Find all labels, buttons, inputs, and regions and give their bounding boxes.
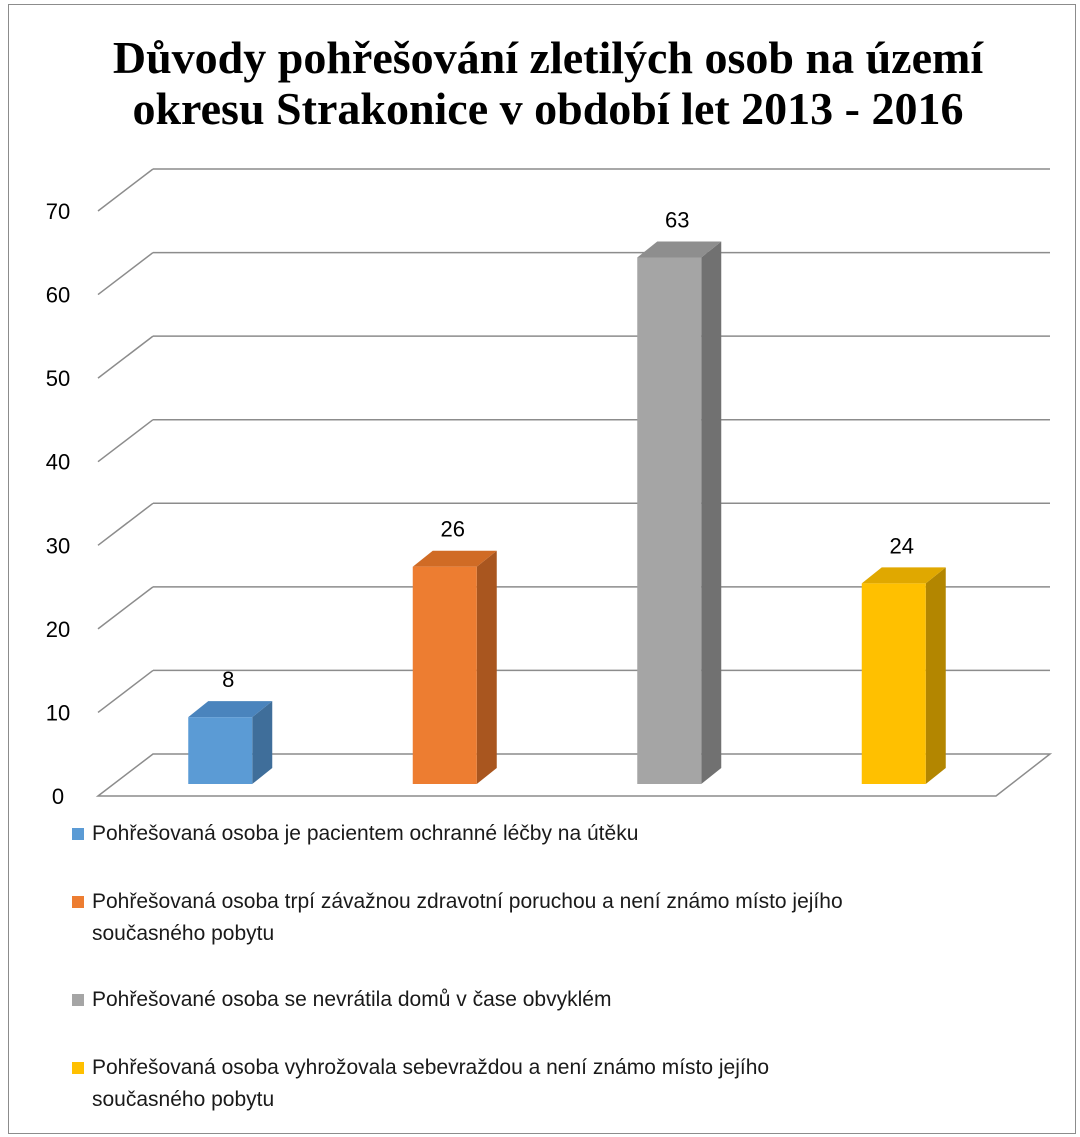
legend-item-3: Pohřešované osoba se nevrátila domů v ča… <box>72 984 892 1016</box>
chart-title-line-2: okresu Strakonice v období let 2013 - 20… <box>132 83 963 134</box>
gridline-diagonal <box>97 168 154 212</box>
legend-label-1: Pohřešovaná osoba je pacientem ochranné … <box>92 818 892 850</box>
legend-item-4: Pohřešovaná osoba vyhrožovala sebevraždo… <box>72 1052 892 1116</box>
bar-top <box>412 550 497 567</box>
bar-front <box>188 717 253 784</box>
data-label: 24 <box>890 533 914 558</box>
data-label: 26 <box>441 517 465 542</box>
gridline-diagonal <box>97 669 154 714</box>
y-tick-label: 20 <box>46 617 70 642</box>
chart-floor <box>95 753 1053 797</box>
data-label: 63 <box>665 208 689 233</box>
bar-side <box>476 550 497 784</box>
bar-top <box>637 241 722 258</box>
y-tick-label: 60 <box>46 283 70 308</box>
legend-item-2: Pohřešovaná osoba trpí závažnou zdravotn… <box>72 886 892 950</box>
legend-label-2: Pohřešovaná osoba trpí závažnou zdravotn… <box>92 886 892 950</box>
legend-label-4-line-2: současného pobytu <box>92 1088 275 1111</box>
legend-label-2-line-1: Pohřešovaná osoba trpí závažnou zdravotn… <box>92 890 843 913</box>
gridline-diagonal <box>97 586 154 630</box>
data-label: 8 <box>222 667 234 692</box>
chart-title-line-1: Důvody pohřešování zletilých osob na úze… <box>113 32 984 83</box>
bar <box>188 701 273 784</box>
y-tick-label: 0 <box>52 784 64 809</box>
y-tick-label: 30 <box>46 533 70 558</box>
gridline-diagonal <box>97 419 154 463</box>
bar-side <box>925 567 946 784</box>
legend-label-3: Pohřešované osoba se nevrátila domů v ča… <box>92 984 892 1016</box>
bar <box>861 567 946 784</box>
y-tick-label: 10 <box>46 700 70 725</box>
bar-front <box>861 583 926 784</box>
chart-floor-plane <box>95 753 1053 797</box>
bar-front <box>637 257 702 784</box>
legend-label-1-line-1: Pohřešovaná osoba je pacientem ochranné … <box>92 822 639 845</box>
legend-swatch-2 <box>72 896 84 908</box>
gridline-diagonal <box>97 335 154 379</box>
legend-swatch-3 <box>72 994 84 1006</box>
legend-label-4-line-1: Pohřešovaná osoba vyhrožovala sebevraždo… <box>92 1056 770 1079</box>
legend-label-3-line-1: Pohřešované osoba se nevrátila domů v ča… <box>92 988 612 1011</box>
gridline-diagonal <box>97 251 154 296</box>
gridline-diagonal <box>97 502 154 546</box>
y-tick-label: 40 <box>46 450 70 475</box>
y-tick-label: 70 <box>46 199 70 224</box>
bar-top <box>861 567 946 584</box>
data-labels: 8 26 63 24 <box>222 208 914 693</box>
legend-label-4: Pohřešovaná osoba vyhrožovala sebevraždo… <box>92 1052 892 1116</box>
bars <box>188 241 946 784</box>
legend-item-1: Pohřešovaná osoba je pacientem ochranné … <box>72 818 892 850</box>
y-tick-label: 50 <box>46 366 70 391</box>
gridlines <box>97 168 1050 714</box>
legend-swatch-1 <box>72 828 84 840</box>
y-axis-ticks: 0 10 20 30 40 50 60 70 <box>46 199 70 809</box>
bar-side <box>252 701 273 784</box>
bar <box>637 241 722 784</box>
bar <box>412 550 497 784</box>
bar-side <box>701 241 722 784</box>
legend-label-2-line-2: současného pobytu <box>92 922 275 945</box>
legend-swatch-4 <box>72 1062 84 1074</box>
bar-top <box>188 701 273 718</box>
bar-front <box>412 566 477 784</box>
